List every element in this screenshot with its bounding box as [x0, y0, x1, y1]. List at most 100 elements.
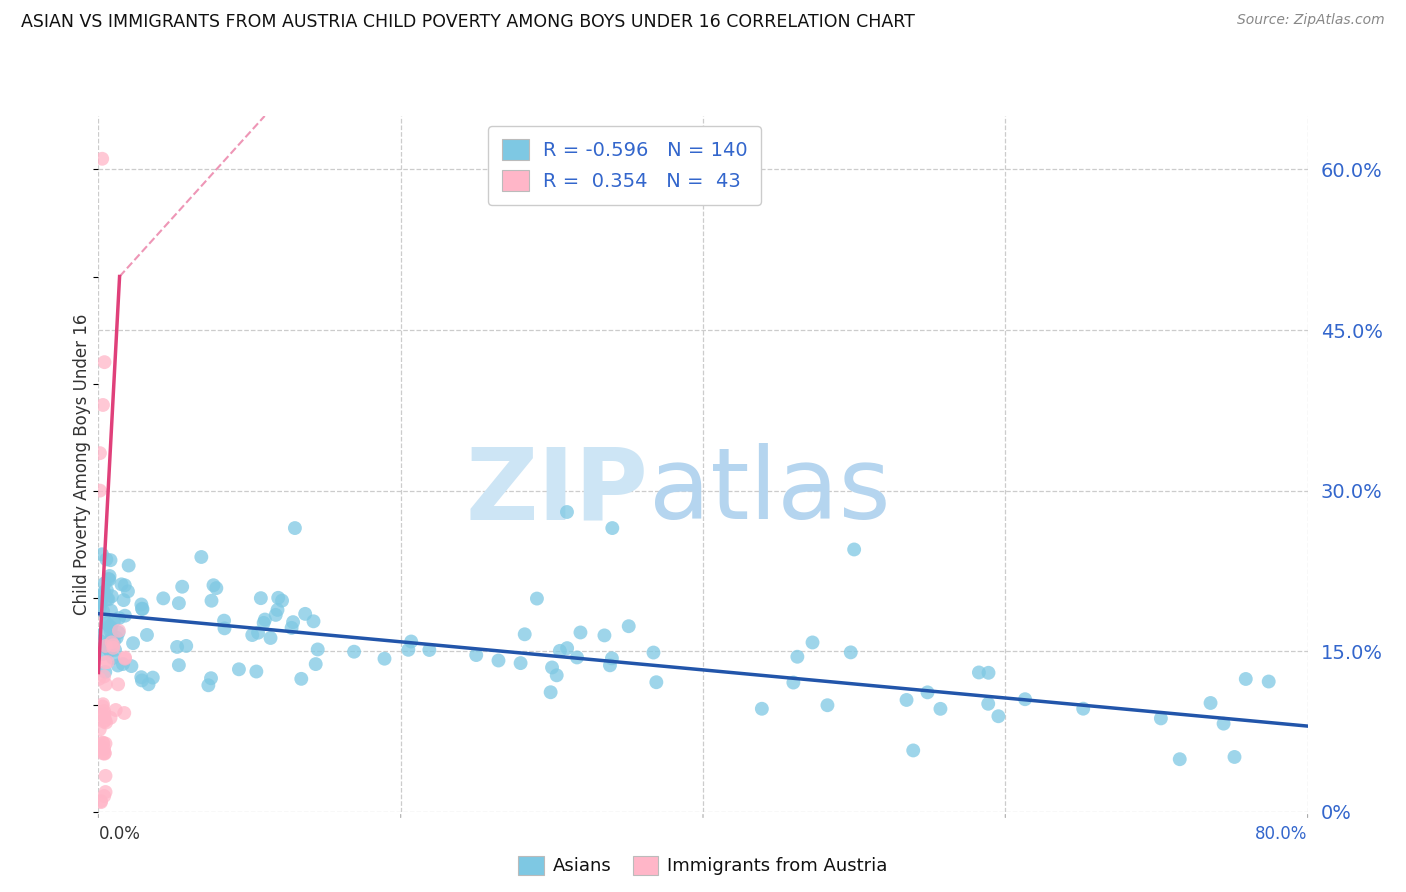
Point: [104, 703, 127, 717]
Point: [264, 607, 287, 622]
Point: [91, 747, 114, 761]
Point: [101, 589, 124, 603]
Point: [100, 635, 122, 649]
Point: [617, 619, 640, 633]
Point: [253, 615, 276, 630]
Point: [247, 625, 270, 640]
Point: [245, 665, 267, 679]
Point: [89, 634, 111, 648]
Point: [212, 614, 235, 628]
Point: [100, 553, 122, 567]
Text: 0.0%: 0.0%: [98, 825, 141, 843]
Point: [801, 635, 824, 649]
Point: [1234, 672, 1257, 686]
Point: [118, 558, 141, 573]
Text: ZIP: ZIP: [465, 443, 648, 541]
Point: [266, 603, 288, 617]
Point: [917, 685, 939, 699]
Point: [305, 657, 328, 671]
Point: [114, 578, 136, 592]
Legend: Asians, Immigrants from Austria: Asians, Immigrants from Austria: [510, 849, 896, 883]
Point: [91, 398, 114, 412]
Point: [786, 649, 808, 664]
Point: [643, 646, 665, 660]
Point: [89, 672, 111, 686]
Point: [114, 608, 136, 623]
Point: [98, 644, 121, 658]
Point: [977, 697, 1000, 711]
Point: [89, 600, 111, 615]
Point: [129, 670, 152, 684]
Text: 80.0%: 80.0%: [1256, 825, 1308, 843]
Point: [114, 650, 136, 665]
Point: [131, 601, 153, 615]
Point: [1212, 716, 1234, 731]
Point: [131, 598, 153, 612]
Point: [555, 505, 578, 519]
Point: [94, 639, 117, 653]
Point: [136, 628, 159, 642]
Point: [1168, 752, 1191, 766]
Point: [93, 714, 115, 729]
Point: [488, 653, 510, 667]
Point: [89, 723, 111, 737]
Point: [120, 659, 142, 673]
Point: [645, 675, 668, 690]
Point: [540, 685, 562, 699]
Point: [987, 709, 1010, 723]
Point: [599, 658, 621, 673]
Point: [131, 673, 153, 688]
Point: [751, 702, 773, 716]
Point: [90, 795, 112, 809]
Point: [114, 651, 136, 665]
Point: [107, 677, 129, 691]
Point: [307, 642, 329, 657]
Point: [526, 591, 548, 606]
Point: [259, 631, 281, 645]
Point: [104, 643, 127, 657]
Point: [94, 746, 117, 760]
Point: [110, 577, 132, 591]
Point: [465, 648, 488, 662]
Point: [509, 656, 531, 670]
Point: [94, 737, 117, 751]
Point: [117, 584, 139, 599]
Point: [190, 549, 212, 564]
Point: [100, 624, 122, 639]
Point: [94, 677, 117, 691]
Point: [1223, 750, 1246, 764]
Point: [280, 621, 302, 635]
Point: [96, 552, 118, 566]
Point: [896, 693, 918, 707]
Point: [593, 628, 616, 642]
Point: [96, 616, 118, 631]
Point: [565, 650, 588, 665]
Point: [91, 647, 114, 661]
Point: [94, 715, 117, 730]
Point: [122, 636, 145, 650]
Point: [1071, 701, 1094, 715]
Point: [172, 580, 194, 594]
Point: [94, 785, 117, 799]
Text: Source: ZipAtlas.com: Source: ZipAtlas.com: [1237, 13, 1385, 28]
Point: [267, 591, 290, 605]
Point: [214, 621, 236, 635]
Point: [600, 651, 623, 665]
Point: [903, 743, 925, 757]
Point: [93, 789, 115, 803]
Point: [103, 638, 125, 652]
Point: [107, 658, 129, 673]
Point: [555, 641, 578, 656]
Point: [294, 607, 316, 621]
Point: [152, 591, 174, 606]
Point: [96, 591, 118, 606]
Point: [91, 547, 114, 561]
Point: [90, 595, 112, 609]
Point: [112, 593, 135, 607]
Point: [98, 573, 121, 587]
Point: [100, 711, 122, 725]
Point: [817, 698, 839, 713]
Point: [103, 615, 125, 629]
Point: [96, 616, 118, 631]
Point: [112, 706, 135, 720]
